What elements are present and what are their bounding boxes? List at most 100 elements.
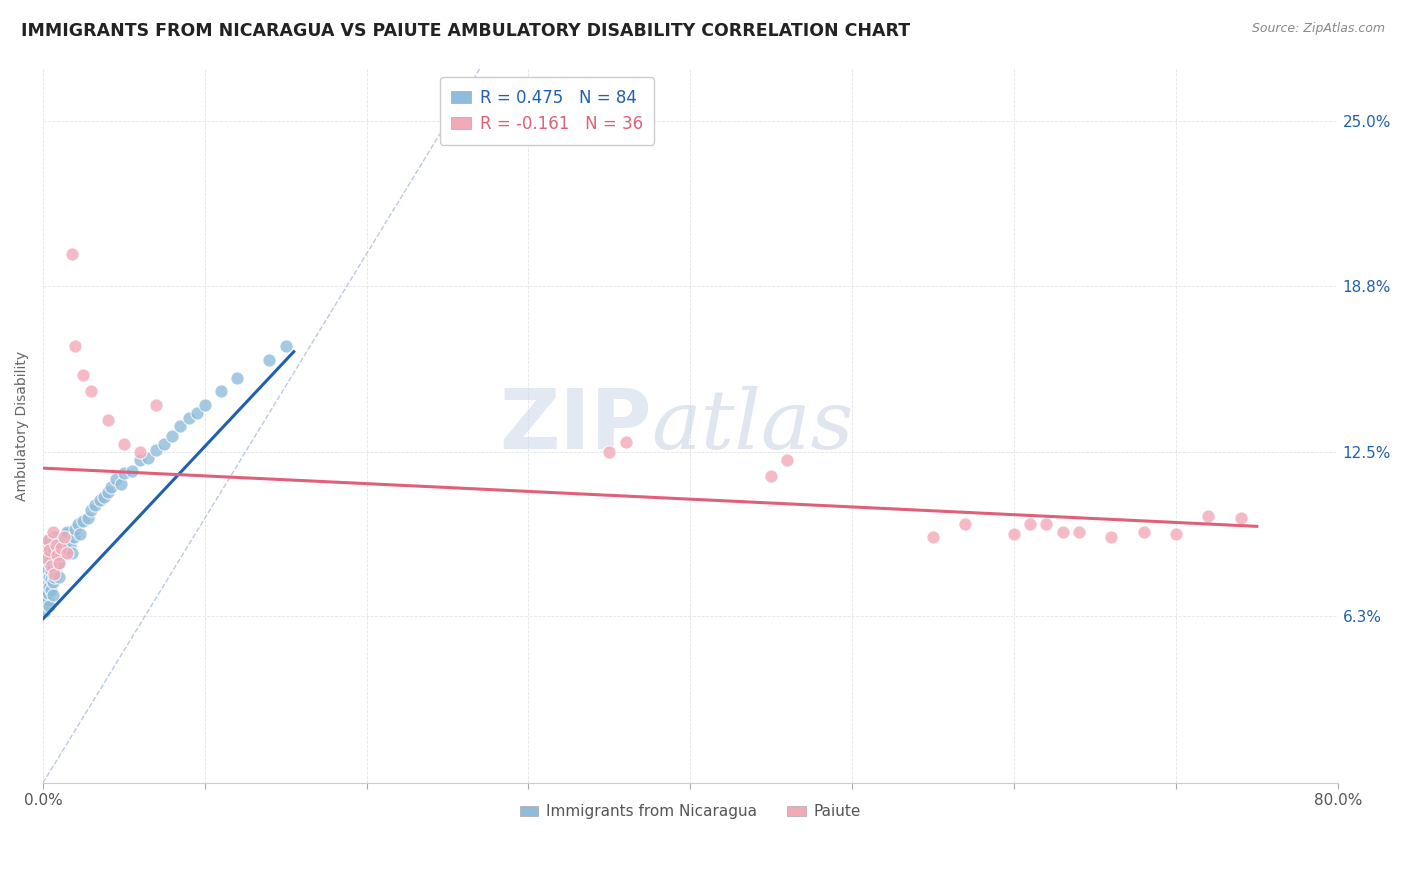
Point xyxy=(89,492,111,507)
Point xyxy=(41,588,63,602)
Point xyxy=(35,588,58,602)
Point xyxy=(34,565,56,579)
Point xyxy=(34,559,56,574)
Point xyxy=(136,450,159,465)
Point xyxy=(177,410,200,425)
Point xyxy=(614,434,637,449)
Point xyxy=(129,445,152,459)
Point xyxy=(37,533,59,547)
Point xyxy=(112,467,135,481)
Point xyxy=(274,339,297,353)
Point xyxy=(62,530,84,544)
Point xyxy=(69,527,91,541)
Point xyxy=(55,527,77,541)
Point xyxy=(226,371,249,385)
Point xyxy=(72,368,94,383)
Point xyxy=(110,477,132,491)
Point xyxy=(77,511,100,525)
Point xyxy=(1197,508,1219,523)
Point xyxy=(35,577,58,591)
Point xyxy=(45,538,67,552)
Point xyxy=(97,413,120,427)
Point xyxy=(44,569,66,583)
Point xyxy=(1035,516,1057,531)
Point xyxy=(41,524,63,539)
Point xyxy=(72,514,94,528)
Point xyxy=(35,596,58,610)
Point xyxy=(34,596,56,610)
Point xyxy=(34,574,56,589)
Point xyxy=(37,551,59,566)
Point xyxy=(38,557,60,571)
Point xyxy=(46,549,69,563)
Point xyxy=(1052,524,1074,539)
Point xyxy=(761,469,783,483)
Point xyxy=(35,582,58,597)
Point xyxy=(83,498,105,512)
Point xyxy=(186,405,208,419)
Point xyxy=(60,246,83,260)
Point xyxy=(145,398,167,412)
Point xyxy=(67,516,90,531)
Point xyxy=(80,384,103,399)
Point xyxy=(46,559,69,574)
Point xyxy=(97,485,120,500)
Point xyxy=(45,551,67,566)
Point xyxy=(1099,530,1122,544)
Point xyxy=(34,577,56,591)
Point xyxy=(34,585,56,599)
Point xyxy=(112,437,135,451)
Point xyxy=(1132,524,1154,539)
Point xyxy=(45,566,67,581)
Point xyxy=(48,535,70,549)
Point xyxy=(162,429,184,443)
Point xyxy=(48,557,70,571)
Point xyxy=(60,546,83,560)
Point xyxy=(38,580,60,594)
Point xyxy=(209,384,232,399)
Point xyxy=(38,543,60,558)
Point xyxy=(121,464,143,478)
Point xyxy=(39,559,62,574)
Point xyxy=(65,522,87,536)
Point xyxy=(51,541,73,555)
Point xyxy=(35,546,58,560)
Point xyxy=(44,530,66,544)
Point xyxy=(35,566,58,581)
Point xyxy=(41,559,63,574)
Point xyxy=(955,516,977,531)
Point xyxy=(194,398,217,412)
Point xyxy=(104,472,127,486)
Point xyxy=(37,574,59,589)
Point xyxy=(34,604,56,618)
Point xyxy=(38,533,60,547)
Point xyxy=(259,352,281,367)
Point xyxy=(35,551,58,566)
Point xyxy=(49,549,72,563)
Point xyxy=(65,339,87,353)
Point xyxy=(46,546,69,560)
Text: Source: ZipAtlas.com: Source: ZipAtlas.com xyxy=(1251,22,1385,36)
Point xyxy=(153,437,176,451)
Point xyxy=(56,543,79,558)
Text: IMMIGRANTS FROM NICARAGUA VS PAIUTE AMBULATORY DISABILITY CORRELATION CHART: IMMIGRANTS FROM NICARAGUA VS PAIUTE AMBU… xyxy=(21,22,910,40)
Point xyxy=(38,569,60,583)
Point xyxy=(39,565,62,579)
Point xyxy=(93,490,115,504)
Point xyxy=(37,593,59,607)
Point xyxy=(34,569,56,583)
Point xyxy=(37,585,59,599)
Point xyxy=(39,582,62,597)
Point xyxy=(48,569,70,583)
Point xyxy=(52,533,75,547)
Point xyxy=(39,572,62,586)
Text: ZIP: ZIP xyxy=(499,385,651,467)
Point xyxy=(1067,524,1090,539)
Point xyxy=(598,445,620,459)
Point xyxy=(1164,527,1187,541)
Point xyxy=(44,566,66,581)
Point xyxy=(41,541,63,555)
Legend: Immigrants from Nicaragua, Paiute: Immigrants from Nicaragua, Paiute xyxy=(513,798,868,825)
Point xyxy=(169,418,191,433)
Point xyxy=(80,503,103,517)
